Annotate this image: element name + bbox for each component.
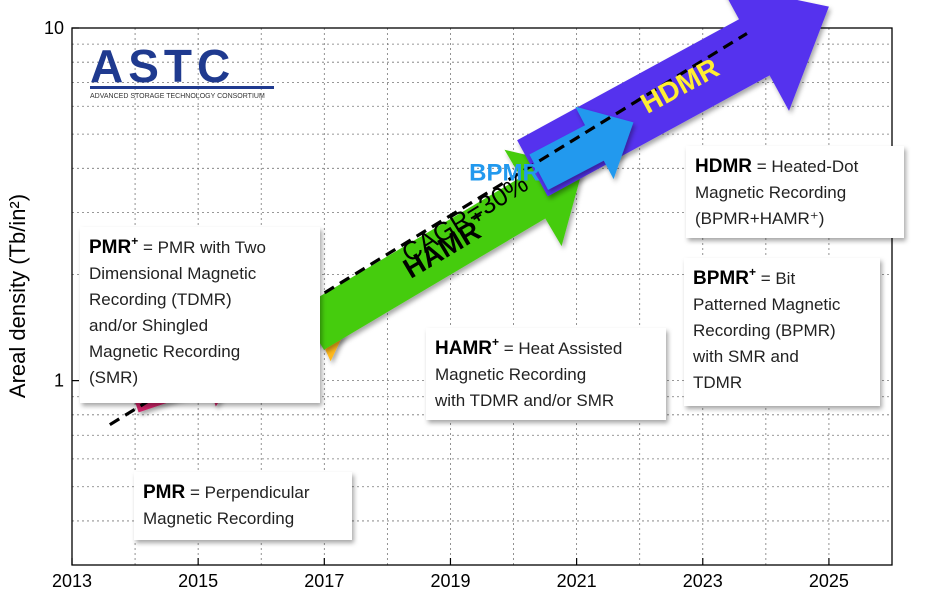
annotation-box	[686, 146, 904, 238]
logo-rule	[90, 86, 274, 89]
y-axis-title: Areal density (Tb/in²)	[5, 194, 30, 398]
annotation-line: and/or Shingled	[89, 316, 208, 335]
annotation-hamr-plus: HAMR+ = Heat Assisted Magnetic Recording w…	[426, 328, 666, 420]
annotation-line: PMR+ = PMR with Two	[89, 234, 266, 258]
annotation-term: PMR	[89, 237, 132, 258]
annotation-box	[134, 472, 352, 540]
annotation-term: PMR	[143, 482, 186, 503]
y-tick-label: 1	[54, 371, 64, 391]
axis-ticks: 2013 2015 2017 2019 2021 2023 2025 1 10	[44, 18, 849, 591]
annotation-line: (SMR)	[89, 368, 138, 387]
annotation-pmr-plus: PMR+ = PMR with Two Dimensional Magnetic R…	[80, 227, 320, 403]
arrow-hamr-plus	[299, 149, 583, 350]
astc-logo: ASTC ADVANCED STORAGE TECHNOLOGY CONSORT…	[90, 40, 274, 100]
annotation-superscript: +	[749, 265, 756, 279]
annotation-line: Recording (BPMR)	[693, 321, 836, 340]
x-tick-label: 2013	[52, 571, 92, 591]
annotation-superscript: +	[131, 234, 138, 248]
x-tick-label: 2019	[430, 571, 470, 591]
annotation-bpmr-plus: BPMR+ = Bit Patterned Magnetic Recording (…	[684, 258, 880, 406]
annotation-text: = Heated-Dot	[752, 157, 859, 176]
annotation-line: BPMR+ = Bit	[693, 265, 795, 289]
annotation-hdmr: HDMR = Heated-Dot Magnetic Recording (BPMR…	[686, 146, 904, 238]
annotation-text: = Heat Assisted	[499, 339, 622, 358]
annotation-line: HAMR+ = Heat Assisted	[435, 335, 622, 359]
annotation-line: Magnetic Recording	[695, 183, 846, 202]
annotation-box	[684, 258, 880, 406]
y-tick-label: 10	[44, 18, 64, 38]
annotation-line: (BPMR+HAMR⁺)	[695, 209, 824, 228]
annotation-line: Dimensional Magnetic	[89, 264, 257, 283]
annotation-line: PMR = Perpendicular	[143, 482, 310, 503]
x-tick-label: 2015	[178, 571, 218, 591]
annotation-line: Magnetic Recording	[435, 365, 586, 384]
annotation-line: with SMR and	[692, 347, 799, 366]
annotation-line: Patterned Magnetic	[693, 295, 841, 314]
annotation-pmr: PMR = Perpendicular Magnetic Recording	[134, 472, 352, 540]
x-tick-label: 2021	[557, 571, 597, 591]
annotation-superscript: +	[492, 335, 499, 349]
annotation-line: TDMR	[693, 373, 742, 392]
logo-name: ASTC	[90, 40, 235, 92]
annotation-line: with TDMR and/or SMR	[434, 391, 614, 410]
annotation-line: Recording (TDMR)	[89, 290, 232, 309]
arrow-label-bpmr-plus: BPMR+	[469, 157, 549, 187]
annotation-text: = PMR with Two	[138, 238, 266, 257]
annotation-term: HDMR	[695, 156, 752, 177]
annotation-term: BPMR	[693, 268, 749, 289]
arrow-bpmr-plus	[529, 106, 634, 190]
annotation-box	[80, 227, 320, 403]
x-tick-label: 2025	[809, 571, 849, 591]
x-tick-label: 2017	[304, 571, 344, 591]
plot-frame	[71, 27, 893, 566]
annotation-text: = Perpendicular	[185, 483, 310, 502]
annotation-text: = Bit	[756, 269, 795, 288]
annotation-line: Magnetic Recording	[89, 342, 240, 361]
label-superscript: +	[540, 157, 549, 173]
logo-subtitle: ADVANCED STORAGE TECHNOLOGY CONSORTIUM	[90, 93, 265, 100]
annotation-line: HDMR = Heated-Dot	[695, 156, 859, 177]
x-tick-label: 2023	[683, 571, 723, 591]
annotation-line: Magnetic Recording	[143, 509, 294, 528]
annotation-term: HAMR	[435, 338, 492, 359]
annotation-box	[426, 328, 666, 420]
